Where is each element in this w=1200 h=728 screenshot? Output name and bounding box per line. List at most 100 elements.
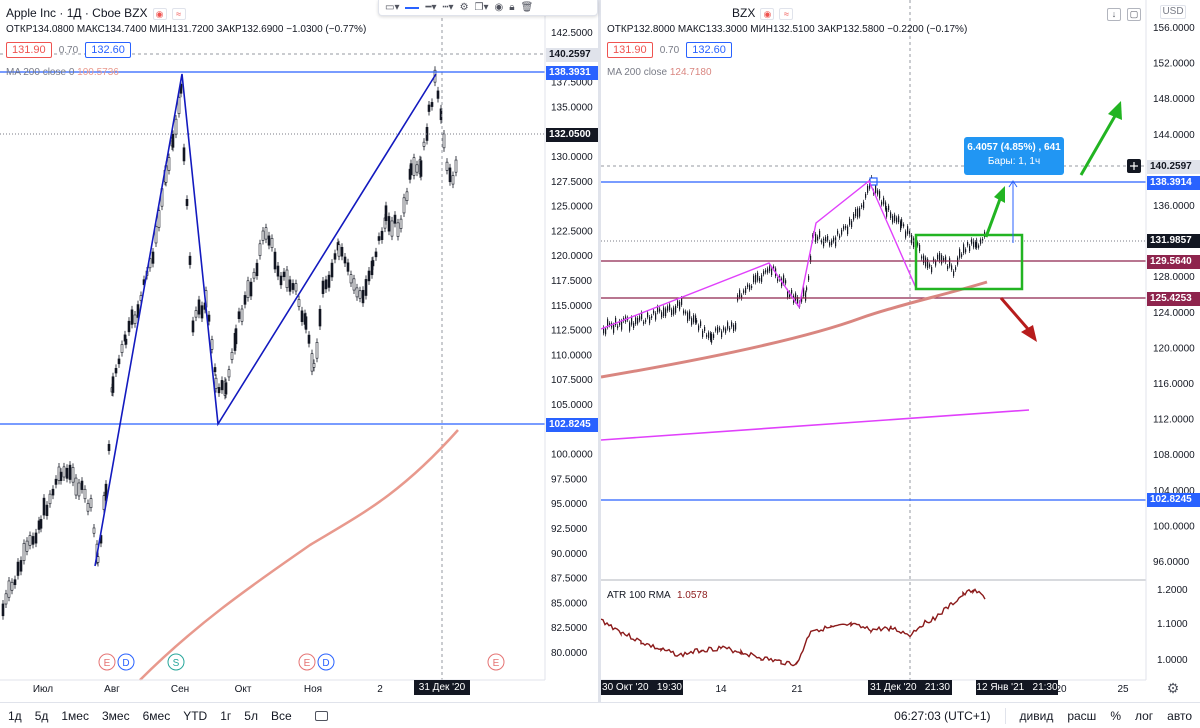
left-price-tick-label: 127.5000 [551,177,593,188]
timeframe-1y[interactable]: 1г [220,708,232,723]
left-price-tick-label: 82.5000 [551,623,588,634]
right-ma-value: 124.7180 [669,67,712,78]
right-price-tick-label: 112.0000 [1153,415,1194,426]
timeframe-1d[interactable]: 1д [8,708,22,723]
right-tag-upper: 140.2597 [1147,160,1200,174]
left-ohlc: ОТКР134.0800 МАКС134.7400 МИН131.7200 ЗА… [6,24,367,35]
right-tag-current: 131.9857 [1147,234,1200,248]
left-time-tick-label: Авг [104,684,120,695]
timeframe-ytd[interactable]: YTD [183,708,208,723]
timeframe-1m[interactable]: 1мес [61,708,89,723]
right-consolidation-box [914,233,1024,291]
event-marker-label: E [304,658,311,669]
line-style-icon[interactable]: ┅▾ [442,2,454,13]
left-price-tick-label: 107.5000 [551,375,593,386]
clone-icon[interactable]: ❐▾ [474,2,489,13]
option-dividends[interactable]: дивид [1019,709,1054,723]
right-atr-tick-label: 1.1000 [1157,619,1188,630]
left-time-tick-label: Сен [171,684,189,695]
right-time-tick-label: 25 [1117,684,1129,695]
left-time-badge: 31 Дек '20 [414,680,470,695]
left-ma200-line [139,429,459,681]
line-width-icon[interactable]: ━▾ [425,2,437,13]
axis-settings-icon[interactable]: ⚙ [1166,680,1180,696]
left-time-tick-label: Окт [235,684,252,695]
event-marker-label: D [322,658,329,669]
compare-icon[interactable]: ≈ [171,8,186,21]
left-price-tick-label: 125.0000 [551,202,593,213]
right-ma-label: MA 200 close [607,67,668,78]
event-marker-label: E [104,658,111,669]
timeframe-5d[interactable]: 5д [34,708,49,723]
right-zigzag-pattern [601,179,917,330]
right-price-tick-label: 156.0000 [1153,23,1195,34]
right-price-tick-label: 136.0000 [1153,201,1195,212]
bottom-toolbar: 1д 5д 1мес 3мес 6мес YTD 1г 5л Все 06:27… [0,702,1200,728]
right-tag-level-mid: 129.5640 [1147,255,1200,269]
left-ma-legend: MA 200 close 0 100.5736 [6,67,119,78]
lock-icon[interactable]: 🔒︎ [509,2,515,13]
timeframe-all[interactable]: Все [270,708,292,723]
right-price-tick-label: 108.0000 [1153,450,1195,461]
compare-icon-right[interactable]: ≈ [779,8,794,21]
left-price-tick-label: 142.5000 [551,28,593,39]
option-percent[interactable]: % [1110,709,1121,723]
right-price-tick-label: 152.0000 [1153,59,1195,70]
fullscreen-icon[interactable]: ▢ [1127,8,1141,21]
template-icon[interactable]: ▭▾ [385,2,400,13]
buy-button-right[interactable]: 132.60 [686,42,732,58]
right-price-tick-label: 120.0000 [1153,343,1195,354]
left-zigzag-pattern [94,73,437,567]
left-symbol-title[interactable]: Apple Inc · 1Д · Cboe BZX [6,6,148,20]
timeframe-5y[interactable]: 5л [244,708,258,723]
timeframe-6m[interactable]: 6мес [142,708,171,723]
event-marker-icon [487,653,505,671]
option-extended[interactable]: расш [1067,709,1097,723]
right-arrow-up-small [984,198,1002,238]
right-ohlc: ОТКР132.8000 МАКС133.3000 МИН132.5100 ЗА… [607,24,968,35]
right-time-tick-label: 20 [1055,684,1067,695]
sell-button-right[interactable]: 131.90 [607,42,653,58]
left-price-tick-label: 117.5000 [551,276,592,287]
option-auto[interactable]: авто [1167,709,1192,723]
eye-icon[interactable]: ◉ [152,8,167,21]
clock[interactable]: 06:27:03 (UTC+1) [894,709,991,723]
goto-date-icon[interactable] [314,710,328,721]
left-price-tick-label: 115.0000 [551,301,592,312]
left-bid-ask: 131.90 0.70 132.60 [6,42,131,58]
left-time-tick-label: Ноя [304,684,322,695]
right-price-tick-label: 124.0000 [1153,308,1195,319]
option-log[interactable]: лог [1134,709,1154,723]
delete-icon[interactable]: 🗑︎ [520,2,534,13]
measure-tooltip: 6.4057 (4.85%) , 641 Бары: 1, 1ч [964,137,1064,175]
right-chart-canvas[interactable]: 156.0000 152.0000 148.0000 144.0000 136.0000… [601,0,1200,702]
right-time-axis: 14 21 20 25 [715,684,1129,695]
bottom-toolbar-right: 06:27:03 (UTC+1) дивид расш % лог авто [894,703,1192,728]
timeframe-3m[interactable]: 3мес [101,708,130,723]
right-time-tick-label: 21 [791,684,803,695]
line-color-icon[interactable] [405,2,420,14]
left-price-tick-label: 122.5000 [551,226,593,237]
left-time-tick-label: 2 [377,684,383,695]
right-bid-ask: 131.90 0.70 132.60 [607,42,732,58]
right-price-tick-label: 96.0000 [1153,557,1190,568]
visibility-icon[interactable]: ◉ [494,2,504,13]
left-chart-canvas[interactable]: 142.5000 137.5000 135.0000 130.0000 127.5000… [0,0,598,702]
scroll-down-icon[interactable]: ↓ [1107,8,1121,21]
buy-button[interactable]: 132.60 [85,42,131,58]
event-marker-icon [117,653,135,671]
left-price-tick-label: 100.0000 [551,450,593,461]
pane-divider[interactable] [598,0,601,702]
event-marker-icon [167,653,185,671]
right-atr-tick-label: 1.2000 [1157,585,1188,596]
right-symbol-title[interactable]: BZX [732,6,756,20]
eye-icon-right[interactable]: ◉ [760,8,775,21]
right-price-tick-label: 148.0000 [1153,94,1195,105]
right-ma200-line [601,280,988,379]
left-time-axis: Июл Авг Сен Окт Ноя 2E D S E D E [33,653,505,695]
currency-label[interactable]: USD [1160,5,1186,19]
sell-button[interactable]: 131.90 [6,42,52,58]
settings-gear-icon[interactable]: ⚙ [459,2,469,13]
right-time-badge-end: 12 Янв '21 21:30 [976,680,1058,695]
